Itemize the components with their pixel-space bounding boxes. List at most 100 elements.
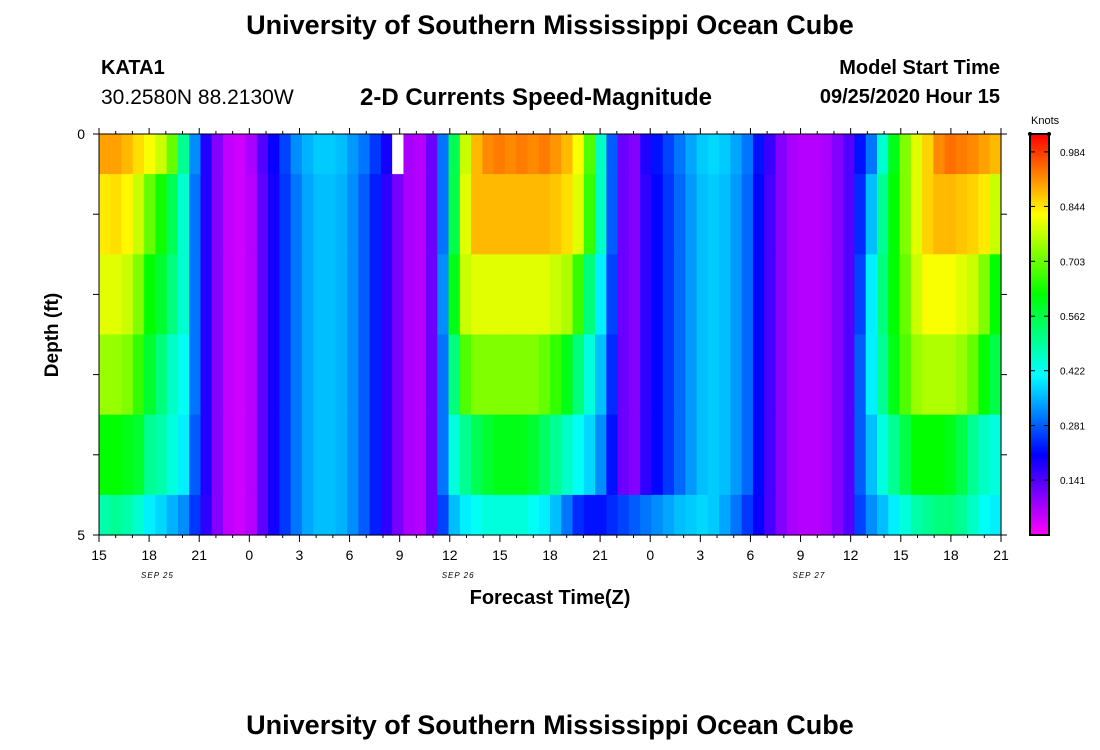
- heatmap-cell: [674, 334, 686, 416]
- heatmap-cell: [313, 414, 326, 496]
- heatmap-cell: [144, 414, 156, 496]
- heatmap-cell: [482, 334, 495, 416]
- heatmap-cell: [640, 494, 653, 536]
- heatmap-cell: [369, 494, 382, 536]
- heatmap-cell: [617, 494, 630, 536]
- heatmap-cell: [922, 414, 934, 496]
- heatmap-cells: [99, 134, 1002, 536]
- heatmap-cell: [730, 134, 743, 175]
- x-axis-label: Forecast Time(Z): [470, 587, 631, 609]
- heatmap-cell: [527, 254, 540, 336]
- heatmap-cell: [662, 414, 675, 496]
- heatmap-cell: [831, 134, 844, 175]
- heatmap-cell: [324, 494, 337, 536]
- heatmap-cell: [200, 134, 213, 175]
- heatmap-cell: [786, 414, 799, 496]
- heatmap-cell: [335, 254, 348, 336]
- heatmap-cell: [798, 254, 810, 336]
- heatmap-cell: [538, 134, 551, 175]
- heatmap-cell: [121, 254, 134, 336]
- heatmap-cell: [865, 134, 878, 175]
- heatmap-cell: [978, 174, 991, 255]
- heatmap-cell: [392, 414, 405, 496]
- heatmap-cell: [347, 134, 359, 175]
- heatmap-cell: [572, 494, 585, 536]
- heatmap-cell: [741, 134, 754, 175]
- heatmap-cell: [899, 174, 912, 255]
- heatmap-cell: [978, 494, 991, 536]
- heatmap-cell: [347, 174, 359, 255]
- heatmap-cell: [606, 494, 619, 536]
- heatmap-cell: [290, 494, 303, 536]
- heatmap-cell: [504, 414, 517, 496]
- heatmap-cell: [662, 254, 675, 336]
- heatmap-cell: [978, 134, 991, 175]
- heatmap-cell: [166, 334, 179, 416]
- heatmap-cell: [798, 494, 810, 536]
- heatmap-cell: [617, 414, 630, 496]
- heatmap-cell: [448, 414, 461, 496]
- heatmap-cell: [516, 254, 529, 336]
- heatmap-cell: [313, 334, 326, 416]
- heatmap-cell: [245, 254, 258, 336]
- heatmap-cell: [550, 174, 562, 255]
- heatmap-cell: [550, 414, 562, 496]
- heatmap-cell: [132, 174, 145, 255]
- heatmap-cell: [955, 414, 968, 496]
- heatmap-cell: [414, 134, 427, 175]
- heatmap-cell: [234, 494, 247, 536]
- heatmap-cell: [944, 174, 957, 255]
- heatmap-cell: [730, 254, 743, 336]
- heatmap-cell: [696, 334, 709, 416]
- heatmap-cell: [572, 174, 585, 255]
- heatmap-cell: [865, 174, 878, 255]
- colorbar-tick-label: 0.703: [1060, 257, 1085, 268]
- heatmap-cell: [967, 134, 980, 175]
- heatmap-cell: [301, 494, 314, 536]
- heatmap-cell: [922, 334, 934, 416]
- heatmap-cell: [358, 134, 371, 175]
- page-title: University of Southern Mississippi Ocean…: [246, 10, 854, 40]
- heatmap-cell: [279, 334, 292, 416]
- heatmap-cell: [200, 334, 213, 416]
- heatmap-cell: [493, 334, 506, 416]
- heatmap-cell: [910, 134, 923, 175]
- heatmap-cell: [843, 134, 856, 175]
- heatmap-cell: [516, 174, 529, 255]
- heatmap-cell: [820, 334, 833, 416]
- heatmap-cell: [764, 134, 777, 175]
- heatmap-cell: [583, 494, 596, 536]
- x-date-label: SEP 26: [442, 571, 475, 580]
- heatmap-cell: [752, 134, 765, 175]
- heatmap-cell: [380, 334, 393, 416]
- heatmap-cell: [144, 174, 156, 255]
- heatmap-cell: [223, 254, 235, 336]
- x-tick-label: 3: [296, 547, 304, 563]
- heatmap-cell: [628, 494, 641, 536]
- heatmap-cell: [358, 494, 371, 536]
- x-tick-label: 6: [346, 547, 354, 563]
- heatmap-cell: [144, 334, 156, 416]
- heatmap-cell: [459, 174, 472, 255]
- heatmap-cell: [335, 494, 348, 536]
- heatmap-cell: [752, 494, 765, 536]
- heatmap-cell: [696, 494, 709, 536]
- heatmap-cell: [876, 134, 889, 175]
- x-tick-label: 15: [893, 547, 909, 563]
- heatmap-cell: [380, 134, 393, 175]
- model-start-time-label: Model Start Time: [839, 57, 1000, 79]
- heatmap-cell: [369, 174, 382, 255]
- heatmap-cell: [719, 254, 732, 336]
- heatmap-cell: [527, 174, 540, 255]
- heatmap-cell: [674, 414, 686, 496]
- heatmap-cell: [290, 254, 303, 336]
- heatmap-cell: [662, 174, 675, 255]
- heatmap-cell: [595, 494, 607, 536]
- heatmap-cell: [177, 414, 190, 496]
- heatmap-cell: [459, 494, 472, 536]
- heatmap-cell: [425, 414, 438, 496]
- colorbar-tick-label: 0.422: [1060, 367, 1085, 378]
- heatmap-cell: [786, 254, 799, 336]
- heatmap-cell: [798, 334, 810, 416]
- heatmap-cell: [256, 254, 269, 336]
